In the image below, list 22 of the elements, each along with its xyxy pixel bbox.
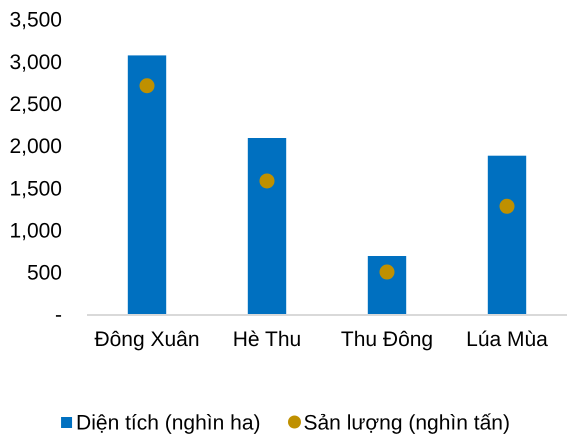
point (500, 198, 514, 214)
point (260, 173, 274, 188)
y-tick-label: 500 (26, 262, 62, 285)
legend-label: Sản lượng (nghìn tấn) (303, 411, 510, 434)
bar (128, 55, 166, 315)
y-tick-label: 3,500 (9, 8, 62, 32)
legend-label: Diện tích (nghìn ha) (76, 411, 260, 434)
point (380, 264, 394, 280)
y-tick-label: - (55, 304, 62, 327)
x-tick-label: Hè Thu (232, 328, 302, 351)
y-tick-label: 2,000 (9, 135, 62, 158)
x-tick-label: Đông Xuân (94, 328, 200, 351)
x-tick-label: Lúa Mùa (466, 328, 548, 351)
bar (488, 156, 526, 315)
point (140, 78, 154, 94)
y-tick-label: 1,500 (9, 177, 62, 200)
bar (368, 256, 406, 315)
y-tick-label: 3,000 (9, 50, 62, 74)
bar (248, 138, 286, 315)
x-tick-label: Thu Đông (340, 328, 434, 351)
y-tick-label: 2,500 (9, 93, 62, 116)
y-tick-label: 1,000 (9, 219, 62, 242)
